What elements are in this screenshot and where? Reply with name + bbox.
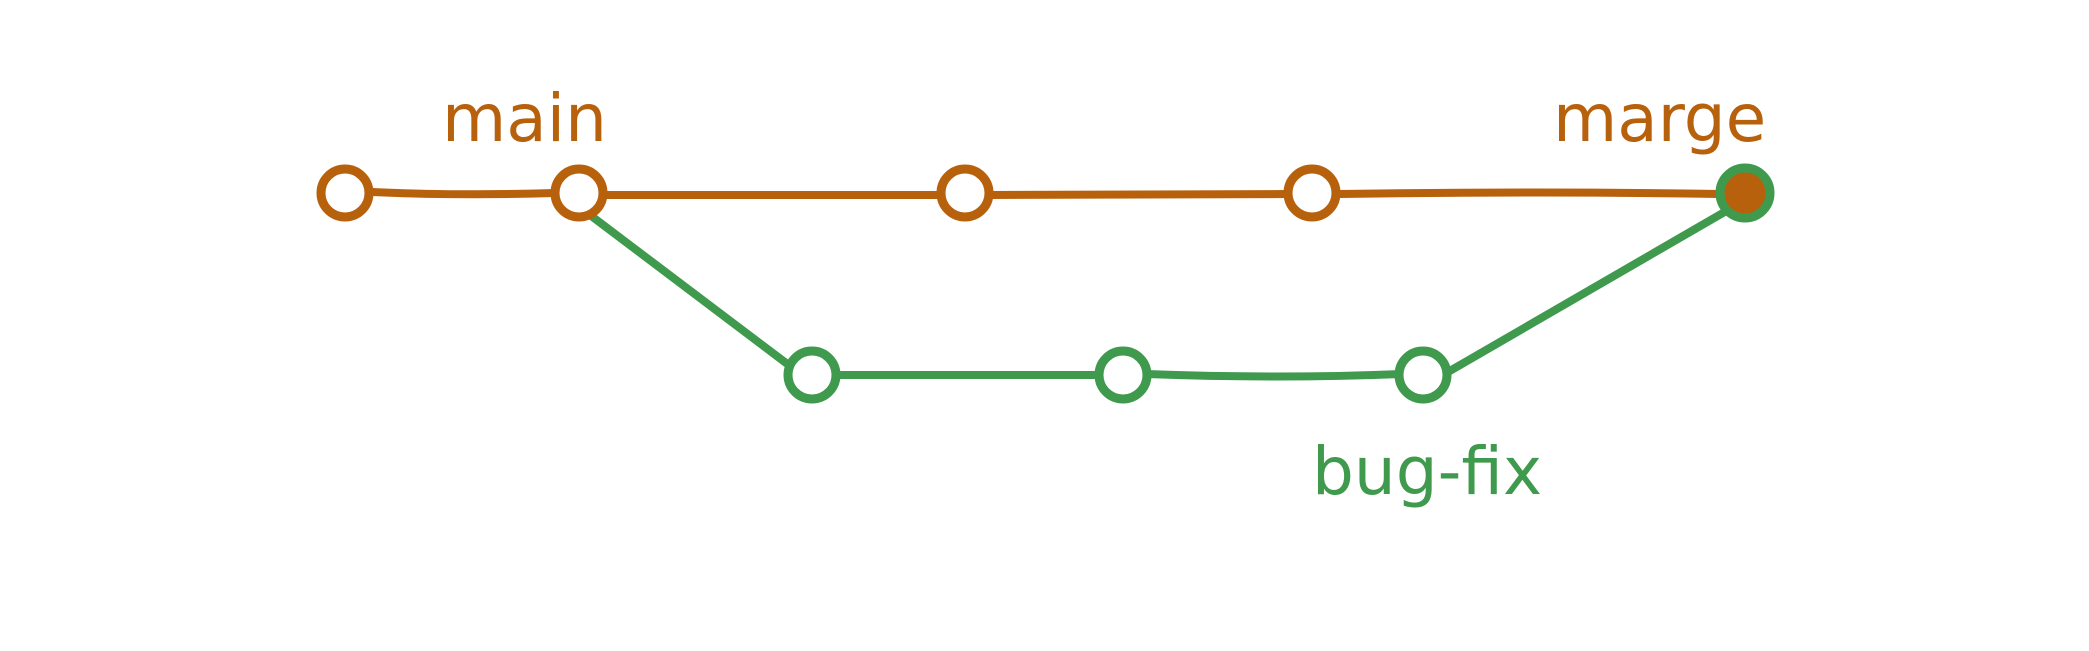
bugfix-commit-2	[1094, 346, 1152, 404]
bugfix-commit-1	[783, 346, 841, 404]
main-edge-4	[1336, 188, 1724, 198]
main-edge-3	[986, 190, 1294, 199]
bugfix-branch-lines	[586, 206, 1732, 381]
bugfix-commits	[783, 346, 1452, 404]
bugfix-commit-3	[1394, 346, 1452, 404]
main-branch-label: main	[442, 80, 607, 157]
main-commit-2	[550, 164, 608, 222]
merge-label: marge	[1553, 80, 1766, 157]
main-edge-1	[369, 188, 558, 199]
bugfix-branch-label: bug-fix	[1312, 433, 1542, 510]
main-branch-lines	[369, 188, 1724, 199]
main-commit-4	[1283, 164, 1341, 222]
bugfix-edge-branch	[586, 211, 794, 370]
bugfix-edge-merge	[1444, 206, 1732, 376]
main-commits	[316, 164, 1341, 222]
merge-commit	[1715, 163, 1775, 223]
main-commit-3	[936, 164, 994, 222]
main-commit-1	[316, 164, 374, 222]
bugfix-edge-2	[1142, 370, 1404, 381]
